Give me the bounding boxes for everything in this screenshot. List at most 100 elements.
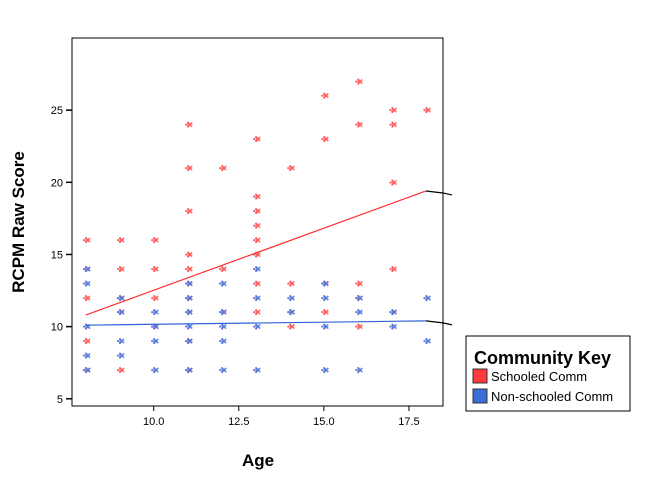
point-glyph: ✖ (289, 294, 296, 303)
point-glyph: ✤ (253, 135, 260, 144)
point-glyph: ✖ (425, 337, 432, 346)
schooled-point: ✤✖ (321, 308, 330, 317)
point-glyph: ✤ (185, 164, 192, 173)
point-glyph: ✖ (323, 279, 330, 288)
point-glyph: ✖ (85, 351, 92, 360)
schooled-point: ✤✖ (321, 92, 330, 101)
schooled-point: ✤✖ (253, 236, 262, 245)
point-glyph: ✖ (187, 337, 194, 346)
point-glyph: ✖ (153, 265, 160, 274)
point-glyph: ✖ (221, 323, 228, 332)
point-glyph: ✤ (185, 337, 192, 346)
point-glyph: ✤ (321, 366, 328, 375)
x-tick-label: 12.5 (228, 416, 249, 428)
non-schooled-point: ✤✖ (117, 308, 126, 317)
non-schooled-point: ✤✖ (117, 337, 126, 346)
point-glyph: ✤ (287, 308, 294, 317)
point-glyph: ✤ (389, 106, 396, 115)
non-schooled-point: ✤✖ (321, 323, 330, 332)
point-glyph: ✖ (119, 294, 126, 303)
point-glyph: ✤ (219, 308, 226, 317)
point-glyph: ✤ (151, 265, 158, 274)
legend-label-schooled: Schooled Comm (491, 369, 587, 384)
point-glyph: ✤ (287, 279, 294, 288)
point-glyph: ✤ (253, 265, 260, 274)
point-glyph: ✖ (221, 308, 228, 317)
non-schooled-point: ✤✖ (83, 351, 92, 360)
legend-title: Community Key (474, 348, 611, 368)
legend-swatch-schooled (472, 368, 488, 384)
legend-box (465, 335, 631, 412)
non-schooled-point: ✤✖ (83, 366, 92, 375)
point-glyph: ✖ (153, 308, 160, 317)
point-glyph: ✤ (117, 294, 124, 303)
non-schooled-point: ✤✖ (185, 323, 194, 332)
point-glyph: ✤ (117, 337, 124, 346)
schooled-point: ✤✖ (151, 294, 160, 303)
point-glyph: ✤ (185, 323, 192, 332)
point-glyph: ✤ (287, 308, 294, 317)
point-glyph: ✤ (355, 308, 362, 317)
plot-frame (71, 37, 444, 407)
point-glyph: ✖ (221, 265, 228, 274)
point-glyph: ✖ (187, 366, 194, 375)
point-glyph: ✖ (85, 279, 92, 288)
non-schooled-point: ✤✖ (185, 294, 194, 303)
point-glyph: ✖ (85, 366, 92, 375)
point-glyph: ✤ (83, 279, 90, 288)
schooled-point: ✤✖ (185, 121, 194, 130)
non-schooled-point: ✤✖ (83, 279, 92, 288)
schooled-point: ✤✖ (389, 265, 398, 274)
point-glyph: ✤ (355, 121, 362, 130)
point-glyph: ✖ (391, 121, 398, 130)
point-glyph: ✤ (219, 279, 226, 288)
point-glyph: ✤ (355, 323, 362, 332)
y-tick-label: 15 (51, 249, 63, 261)
point-glyph: ✖ (255, 207, 262, 216)
point-glyph: ✤ (355, 294, 362, 303)
point-glyph: ✤ (151, 236, 158, 245)
point-glyph: ✤ (117, 294, 124, 303)
schooled-point: ✤✖ (253, 193, 262, 202)
non-schooled-point: ✤✖ (219, 308, 228, 317)
point-glyph: ✤ (151, 323, 158, 332)
point-glyph: ✖ (153, 366, 160, 375)
non-schooled-point: ✤✖ (151, 323, 160, 332)
point-glyph: ✖ (391, 106, 398, 115)
point-glyph: ✤ (83, 236, 90, 245)
schooled-point: ✤✖ (321, 279, 330, 288)
fit-line-end-mark (425, 190, 444, 194)
data-points: ✤✖✤✖✤✖✤✖✤✖✤✖✤✖✤✖✤✖✤✖✤✖✤✖✤✖✤✖✤✖✤✖✤✖✤✖✤✖✤✖… (83, 77, 432, 375)
point-glyph: ✖ (187, 279, 194, 288)
schooled-point: ✤✖ (253, 222, 262, 231)
schooled-point: ✤✖ (321, 135, 330, 144)
point-glyph: ✖ (187, 294, 194, 303)
point-glyph: ✖ (323, 135, 330, 144)
point-glyph: ✤ (219, 366, 226, 375)
point-glyph: ✤ (321, 279, 328, 288)
point-glyph: ✤ (185, 308, 192, 317)
point-glyph: ✤ (321, 294, 328, 303)
point-glyph: ✤ (117, 308, 124, 317)
point-glyph: ✤ (389, 265, 396, 274)
point-glyph: ✖ (425, 106, 432, 115)
schooled-point: ✤✖ (185, 265, 194, 274)
point-glyph: ✤ (117, 366, 124, 375)
point-glyph: ✤ (253, 222, 260, 231)
schooled-point: ✤✖ (423, 106, 432, 115)
schooled-point: ✤✖ (117, 236, 126, 245)
point-glyph: ✤ (219, 265, 226, 274)
non-schooled-point: ✤✖ (151, 337, 160, 346)
point-glyph: ✤ (151, 308, 158, 317)
point-glyph: ✖ (255, 308, 262, 317)
point-glyph: ✖ (255, 222, 262, 231)
legend-swatch-non-schooled (472, 388, 488, 404)
point-glyph: ✖ (323, 294, 330, 303)
point-glyph: ✤ (423, 294, 430, 303)
point-glyph: ✤ (423, 337, 430, 346)
non-schooled-point: ✤✖ (253, 323, 262, 332)
point-glyph: ✖ (153, 323, 160, 332)
point-glyph: ✤ (83, 265, 90, 274)
point-glyph: ✤ (389, 121, 396, 130)
point-glyph: ✤ (83, 323, 90, 332)
